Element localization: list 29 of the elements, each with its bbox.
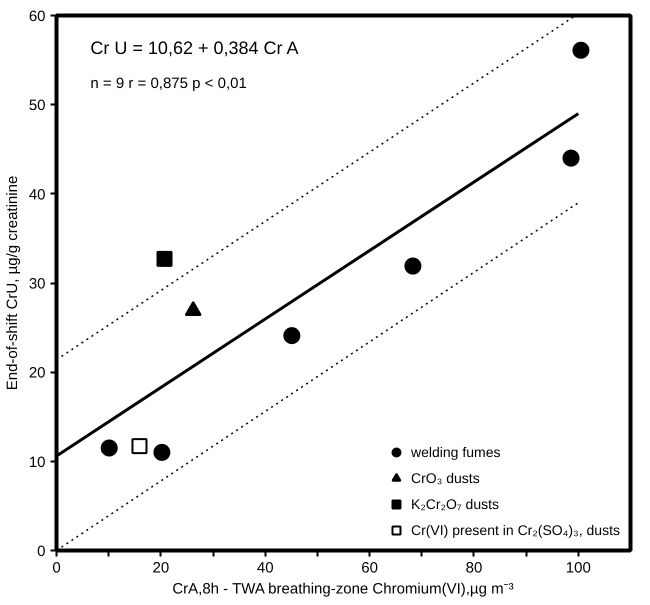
annotation: n = 9 r = 0,875 p < 0,01 (90, 75, 247, 92)
point (131, 438, 148, 454)
point (404, 258, 422, 275)
legend-label: welding fumes (410, 444, 500, 460)
legend-label: CrO₃ dusts (410, 470, 480, 486)
legend-label: Cr(VI) present in Cr₂(SO₄)₃, dusts (410, 522, 620, 538)
point (156, 250, 173, 267)
x-tick-label: 60 (361, 560, 378, 576)
x-axis-title: CrA,8h - TWA breathing-zone Chromium(VI),µg m⁻³ (172, 580, 514, 598)
x-tick-label: 20 (152, 560, 170, 576)
point (153, 444, 170, 461)
annotation: Cr U = 10,62 + 0,384 Cr A (90, 38, 299, 58)
point (283, 327, 300, 344)
y-tick-label: 20 (28, 364, 46, 382)
point (100, 439, 118, 456)
point (572, 42, 590, 59)
y-tick-label: 40 (28, 186, 46, 204)
y-tick-label: 50 (28, 97, 46, 114)
x-tick-label: 0 (52, 560, 61, 576)
x-tick-label: 80 (466, 560, 482, 576)
x-tick-label: 40 (256, 560, 274, 576)
y-tick-label: 60 (28, 8, 46, 25)
point (562, 150, 580, 167)
y-tick-label: 30 (28, 276, 46, 292)
y-tick-label: 10 (28, 454, 46, 471)
y-axis-title: End-of-shift CrU, µg/g creatinine (4, 176, 21, 390)
legend-label: K₂Cr₂O₇ dusts (410, 496, 500, 512)
x-tick-label: 100 (566, 560, 591, 576)
y-tick-label: 0 (37, 543, 46, 560)
